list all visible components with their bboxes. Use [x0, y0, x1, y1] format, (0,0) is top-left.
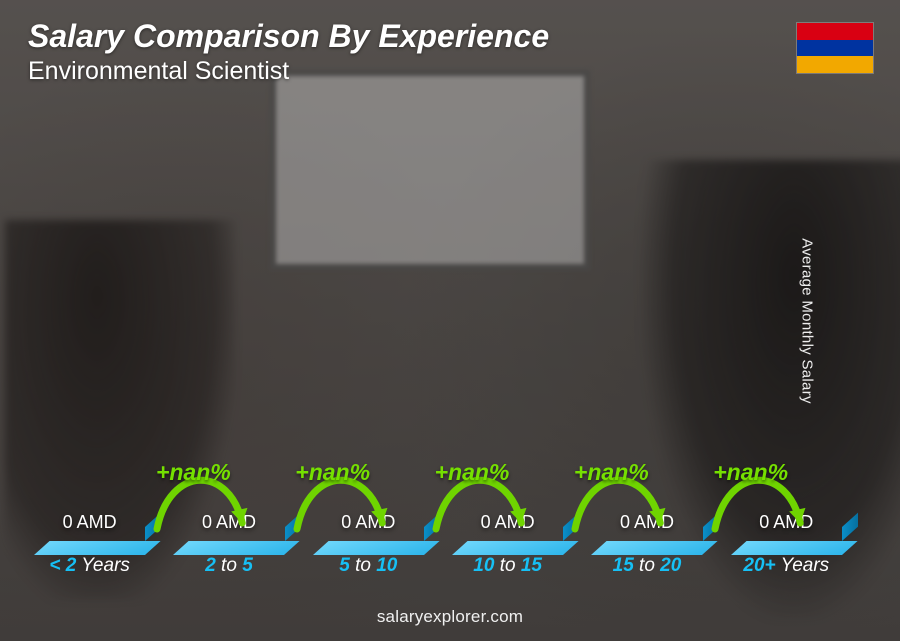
- bar-value-label: 0 AMD: [481, 512, 535, 533]
- bar-side-face: [145, 513, 161, 541]
- x-axis-label: 20+ Years: [731, 555, 842, 577]
- bar-group: 0 AMD: [591, 512, 702, 541]
- x-axis-label: 5 to 10: [313, 555, 424, 577]
- chart-title: Salary Comparison By Experience: [28, 18, 549, 55]
- bar-value-label: 0 AMD: [63, 512, 117, 533]
- bar-side-face: [285, 513, 301, 541]
- bars-container: 0 AMD 0 AMD 0 AMD 0 AMD 0 AMD 0 AMD: [34, 130, 842, 541]
- x-axis-labels: < 2 Years 2 to 5 5 to 10 10 to 15 15 to 20 20…: [34, 555, 842, 577]
- flag-stripe: [797, 23, 873, 40]
- bar-chart: 0 AMD 0 AMD 0 AMD 0 AMD 0 AMD 0 AMD < 2 Years…: [34, 130, 842, 577]
- footer-source: salaryexplorer.com: [0, 607, 900, 627]
- bar-side-face: [703, 513, 719, 541]
- bar-group: 0 AMD: [173, 512, 284, 541]
- x-axis-label: 10 to 15: [452, 555, 563, 577]
- country-flag-icon: [796, 22, 874, 74]
- bar-value-label: 0 AMD: [202, 512, 256, 533]
- bar-group: 0 AMD: [731, 512, 842, 541]
- chart-header: Salary Comparison By Experience Environm…: [28, 18, 549, 86]
- bar-top-face: [313, 541, 440, 555]
- bar-value-label: 0 AMD: [620, 512, 674, 533]
- x-axis-label: < 2 Years: [34, 555, 145, 577]
- x-axis-label: 2 to 5: [173, 555, 284, 577]
- bar-top-face: [452, 541, 579, 555]
- bar-side-face: [424, 513, 440, 541]
- bar-value-label: 0 AMD: [759, 512, 813, 533]
- flag-stripe: [797, 40, 873, 57]
- bar-side-face: [563, 513, 579, 541]
- chart-subtitle: Environmental Scientist: [28, 57, 549, 86]
- x-axis-label: 15 to 20: [591, 555, 702, 577]
- bar-group: 0 AMD: [313, 512, 424, 541]
- bar-group: 0 AMD: [452, 512, 563, 541]
- bar-top-face: [173, 541, 300, 555]
- bar-group: 0 AMD: [34, 512, 145, 541]
- flag-stripe: [797, 56, 873, 73]
- bar-top-face: [731, 541, 858, 555]
- bar-top-face: [34, 541, 161, 555]
- bar-value-label: 0 AMD: [341, 512, 395, 533]
- bar-top-face: [591, 541, 718, 555]
